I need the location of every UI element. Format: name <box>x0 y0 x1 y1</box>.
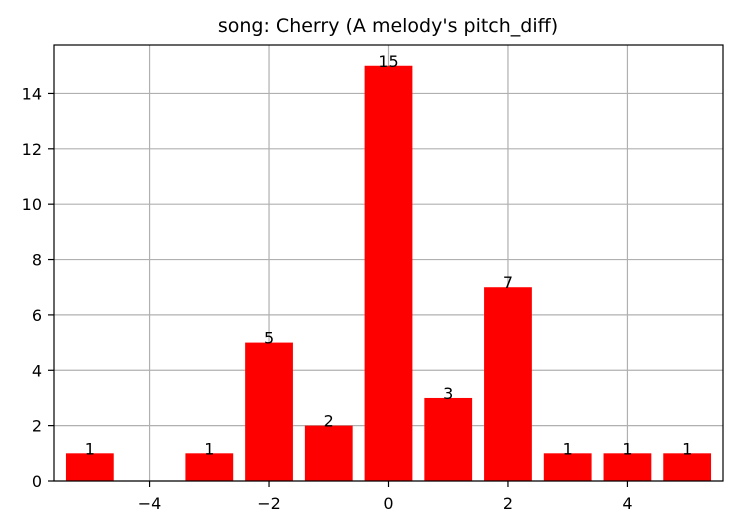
bar-value-label: 2 <box>324 412 334 431</box>
y-tick-label: 4 <box>32 361 42 380</box>
bar-value-label: 1 <box>563 439 573 458</box>
bar-value-label: 15 <box>378 52 398 71</box>
bar <box>245 342 293 481</box>
bar <box>185 453 234 481</box>
bar-value-label: 1 <box>682 439 692 458</box>
y-tick-label: 14 <box>22 84 42 103</box>
y-tick-label: 12 <box>22 140 42 159</box>
bar-value-label: 5 <box>264 329 274 348</box>
y-tick-label: 0 <box>32 472 42 491</box>
y-tick-label: 6 <box>32 306 42 325</box>
bar <box>304 425 353 481</box>
bar-value-label: 1 <box>622 439 632 458</box>
bar <box>65 453 114 481</box>
x-tick-label: 0 <box>383 494 393 513</box>
bar-value-label: 3 <box>443 384 453 403</box>
bar <box>484 287 532 481</box>
y-tick-label: 10 <box>22 195 42 214</box>
x-tick-label: −4 <box>138 494 162 513</box>
bar <box>663 453 712 481</box>
bar <box>543 453 592 481</box>
bar-value-label: 1 <box>204 439 214 458</box>
x-tick-label: 4 <box>622 494 632 513</box>
chart-title: song: Cherry (A melody's pitch_diff) <box>218 15 558 37</box>
y-tick-label: 2 <box>32 417 42 436</box>
x-tick-label: −2 <box>257 494 281 513</box>
bars <box>65 65 712 481</box>
bar <box>603 453 652 481</box>
bar-value-label: 7 <box>503 273 513 292</box>
bar <box>424 397 473 481</box>
bar <box>364 65 413 481</box>
y-tick-label: 8 <box>32 251 42 270</box>
bar-value-label: 1 <box>85 439 95 458</box>
x-tick-label: 2 <box>503 494 513 513</box>
